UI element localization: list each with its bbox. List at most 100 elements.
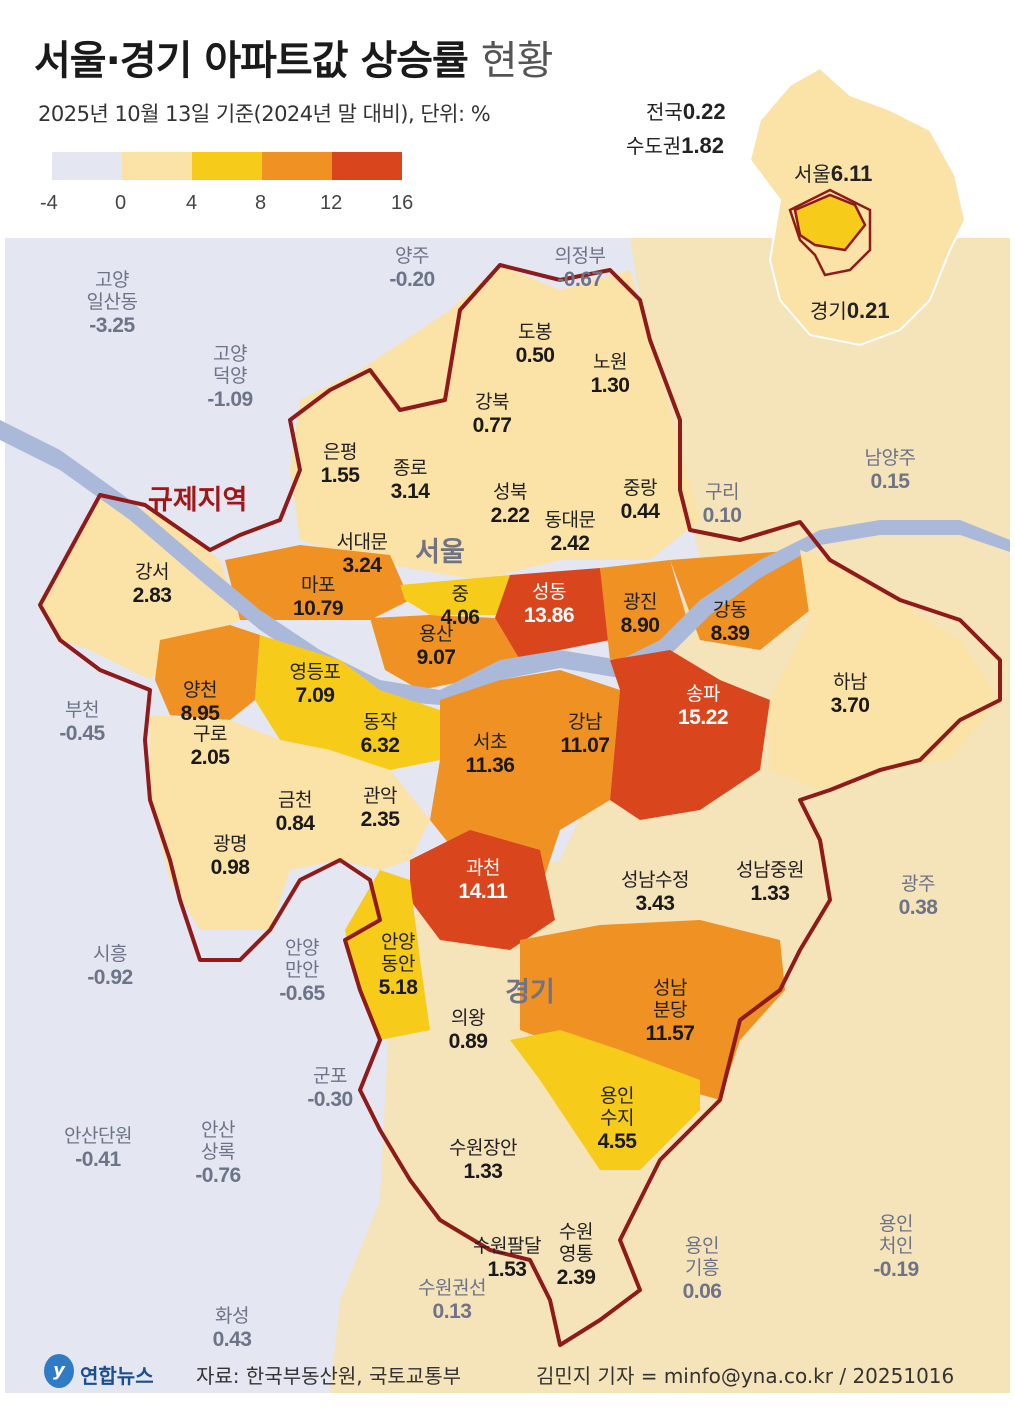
summary-capital: 수도권1.82 — [626, 130, 724, 159]
outside-district-value: -0.45 — [59, 721, 105, 745]
outside-district-name: 고양 — [213, 343, 247, 365]
yeongdeungpo-area — [255, 635, 440, 770]
district-label: 수원장안 1.33 — [449, 1137, 517, 1184]
district-value: 1.55 — [320, 463, 360, 487]
district-label: 양천 8.95 — [181, 679, 220, 726]
district-name: 성남 — [653, 977, 687, 999]
district-value: 1.30 — [590, 373, 630, 397]
district-label: 하남 3.70 — [830, 671, 870, 718]
district-name: 성남수정 — [621, 869, 689, 891]
district-name: 동안 — [381, 952, 415, 975]
outside-district-label: 안산단원 -0.41 — [64, 1125, 132, 1172]
district-name: 구로 — [193, 723, 227, 745]
district-label: 광진 8.90 — [621, 591, 660, 638]
footer-credit: 김민지 기자 = minfo@yna.co.kr / 20251016 — [536, 1364, 955, 1388]
outside-district-value: -0.30 — [307, 1087, 353, 1111]
district-label: 구로 2.05 — [190, 723, 230, 770]
district-name: 하남 — [833, 671, 867, 693]
district-value: 6.32 — [360, 733, 400, 757]
outside-district-value: -0.76 — [195, 1163, 241, 1187]
district-name: 수원팔달 — [473, 1235, 541, 1257]
outside-district-name: 남양주 — [864, 447, 916, 469]
outside-district-name: 상록 — [201, 1140, 235, 1163]
outside-district-name: 안양 — [285, 937, 319, 959]
district-name: 도봉 — [518, 321, 552, 343]
district-value: 1.33 — [463, 1159, 503, 1183]
district-name: 양천 — [183, 679, 217, 701]
outside-district-label: 고양 일산동 -3.25 — [87, 269, 138, 338]
district-name: 광진 — [623, 591, 657, 613]
outside-district-label: 안산 상록 -0.76 — [195, 1119, 241, 1188]
bundang-area — [520, 920, 785, 1100]
han-river — [0, 420, 1010, 705]
outside-district-value: -3.25 — [89, 313, 135, 337]
outside-district-label: 시흥 -0.92 — [87, 943, 133, 990]
title-main: 서울·경기 아파트값 상승률 — [34, 38, 469, 84]
district-value: 2.22 — [490, 503, 530, 527]
district-value: 8.39 — [710, 621, 750, 645]
southwest-area — [150, 715, 430, 930]
district-value: 13.86 — [523, 603, 575, 627]
inset-seoul-name: 서울 — [794, 162, 831, 186]
district-name: 성북 — [493, 481, 527, 503]
district-name: 마포 — [301, 574, 335, 596]
outside-district-name: 광주 — [901, 873, 935, 895]
district-name: 은평 — [323, 441, 357, 463]
suji-area — [510, 1030, 700, 1170]
yonhap-logo-icon: y — [44, 1354, 74, 1388]
district-name: 분당 — [653, 998, 687, 1021]
outside-district-value: 0.13 — [432, 1299, 472, 1323]
district-name: 금천 — [278, 789, 312, 811]
legend-tick: 0 — [115, 192, 127, 214]
district-value: 4.55 — [597, 1129, 637, 1153]
subtitle: 2025년 10월 13일 기준(2024년 말 대비), 단위: % — [38, 102, 491, 126]
summary-capital-value: 1.82 — [681, 133, 725, 158]
district-value: 2.83 — [132, 583, 172, 607]
district-label: 의왕 0.89 — [449, 1007, 488, 1054]
jung-area — [400, 575, 510, 615]
inset-gyeonggi-name: 경기 — [810, 299, 847, 323]
outside-district-label: 구리 0.10 — [702, 481, 742, 528]
district-label: 수원 영통 2.39 — [557, 1221, 596, 1290]
district-value: 3.24 — [342, 553, 382, 577]
outside-district-value: -0.19 — [873, 1257, 919, 1281]
outside-district-value: -0.67 — [557, 267, 603, 291]
district-label: 과천 14.11 — [459, 857, 508, 904]
seongdong-area — [495, 568, 610, 660]
district-label: 영등포 7.09 — [290, 661, 341, 708]
district-name: 용인 — [600, 1085, 634, 1107]
district-label: 서초 11.36 — [466, 731, 515, 778]
district-name: 수지 — [600, 1106, 634, 1129]
outside-district-value: 0.10 — [702, 503, 742, 527]
outside-district-label: 의정부 -0.67 — [555, 245, 606, 292]
inset-seoul — [793, 193, 867, 252]
district-label: 노원 1.30 — [590, 351, 630, 398]
outside-district-name: 처인 — [879, 1234, 913, 1257]
district-label: 강서 2.83 — [132, 561, 172, 608]
outside-district-value: -1.09 — [207, 387, 253, 411]
district-label: 동작 6.32 — [360, 711, 400, 758]
district-value: 2.42 — [550, 531, 590, 555]
district-value: 3.70 — [830, 693, 870, 717]
district-name: 중 — [451, 583, 469, 605]
outside-district-name: 구리 — [705, 481, 739, 503]
district-value: 7.09 — [295, 683, 335, 707]
district-value: 0.77 — [472, 413, 512, 437]
district-name: 관악 — [363, 785, 397, 807]
district-value: 3.43 — [635, 891, 675, 915]
legend-swatch-4 — [262, 152, 332, 180]
seoul-north-area — [290, 265, 700, 580]
outside-district-value: 0.06 — [682, 1279, 722, 1303]
page-title: 서울·경기 아파트값 상승률 현황 — [34, 28, 553, 86]
district-label: 중 4.06 — [441, 583, 480, 630]
district-label: 마포 10.79 — [293, 574, 344, 621]
outside-district-label: 양주 -0.20 — [389, 245, 435, 292]
district-name: 서대문 — [336, 531, 388, 553]
inset-gyeonggi-value: 0.21 — [846, 298, 890, 323]
district-value: 2.05 — [190, 745, 230, 769]
district-name: 동작 — [363, 711, 397, 733]
gangdong-area — [670, 550, 810, 650]
district-name: 종로 — [393, 457, 427, 479]
district-label: 동대문 2.42 — [545, 509, 596, 556]
outside-district-name: 수원권선 — [418, 1277, 486, 1299]
